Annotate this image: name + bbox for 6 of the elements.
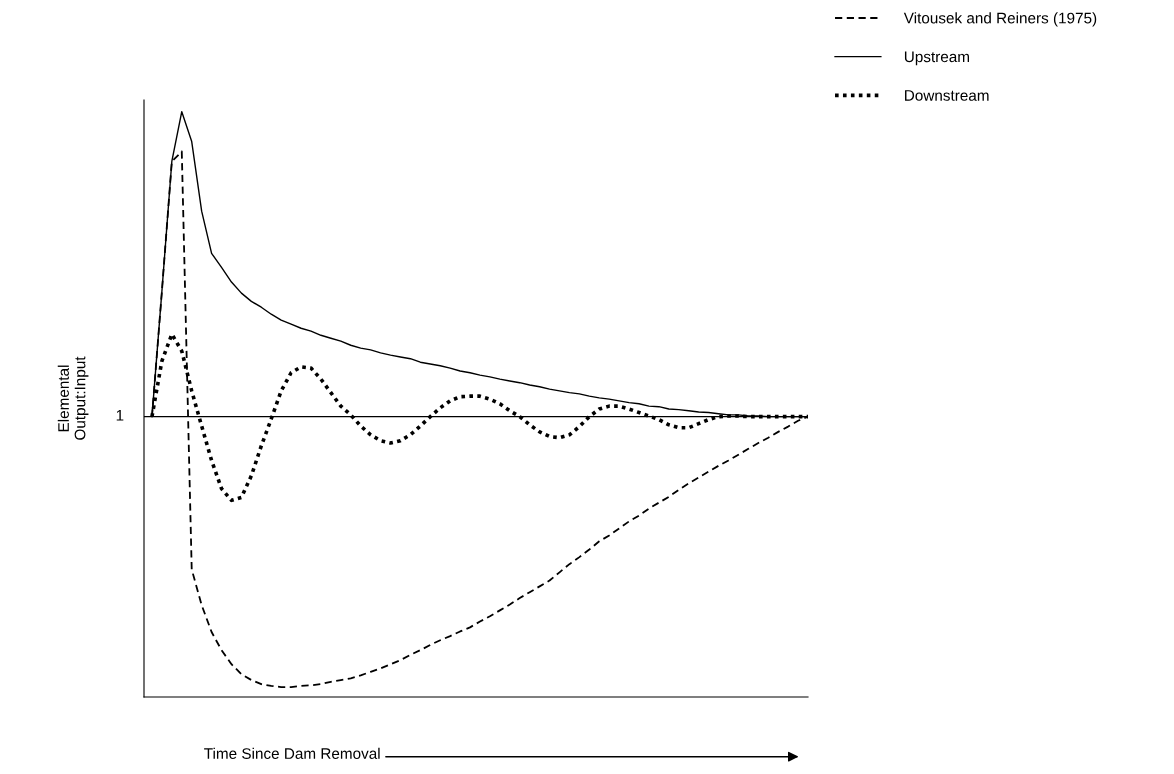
x-axis-title: Time Since Dam Removal [204,747,380,759]
y-axis-title: Elemental Output:Input [57,356,89,440]
legend-label: Vitousek and Reiners (1975) [903,12,1097,27]
text: 1 [116,410,124,421]
legend-label: Downstream [905,90,989,101]
legend-label: Upstream [904,51,969,66]
